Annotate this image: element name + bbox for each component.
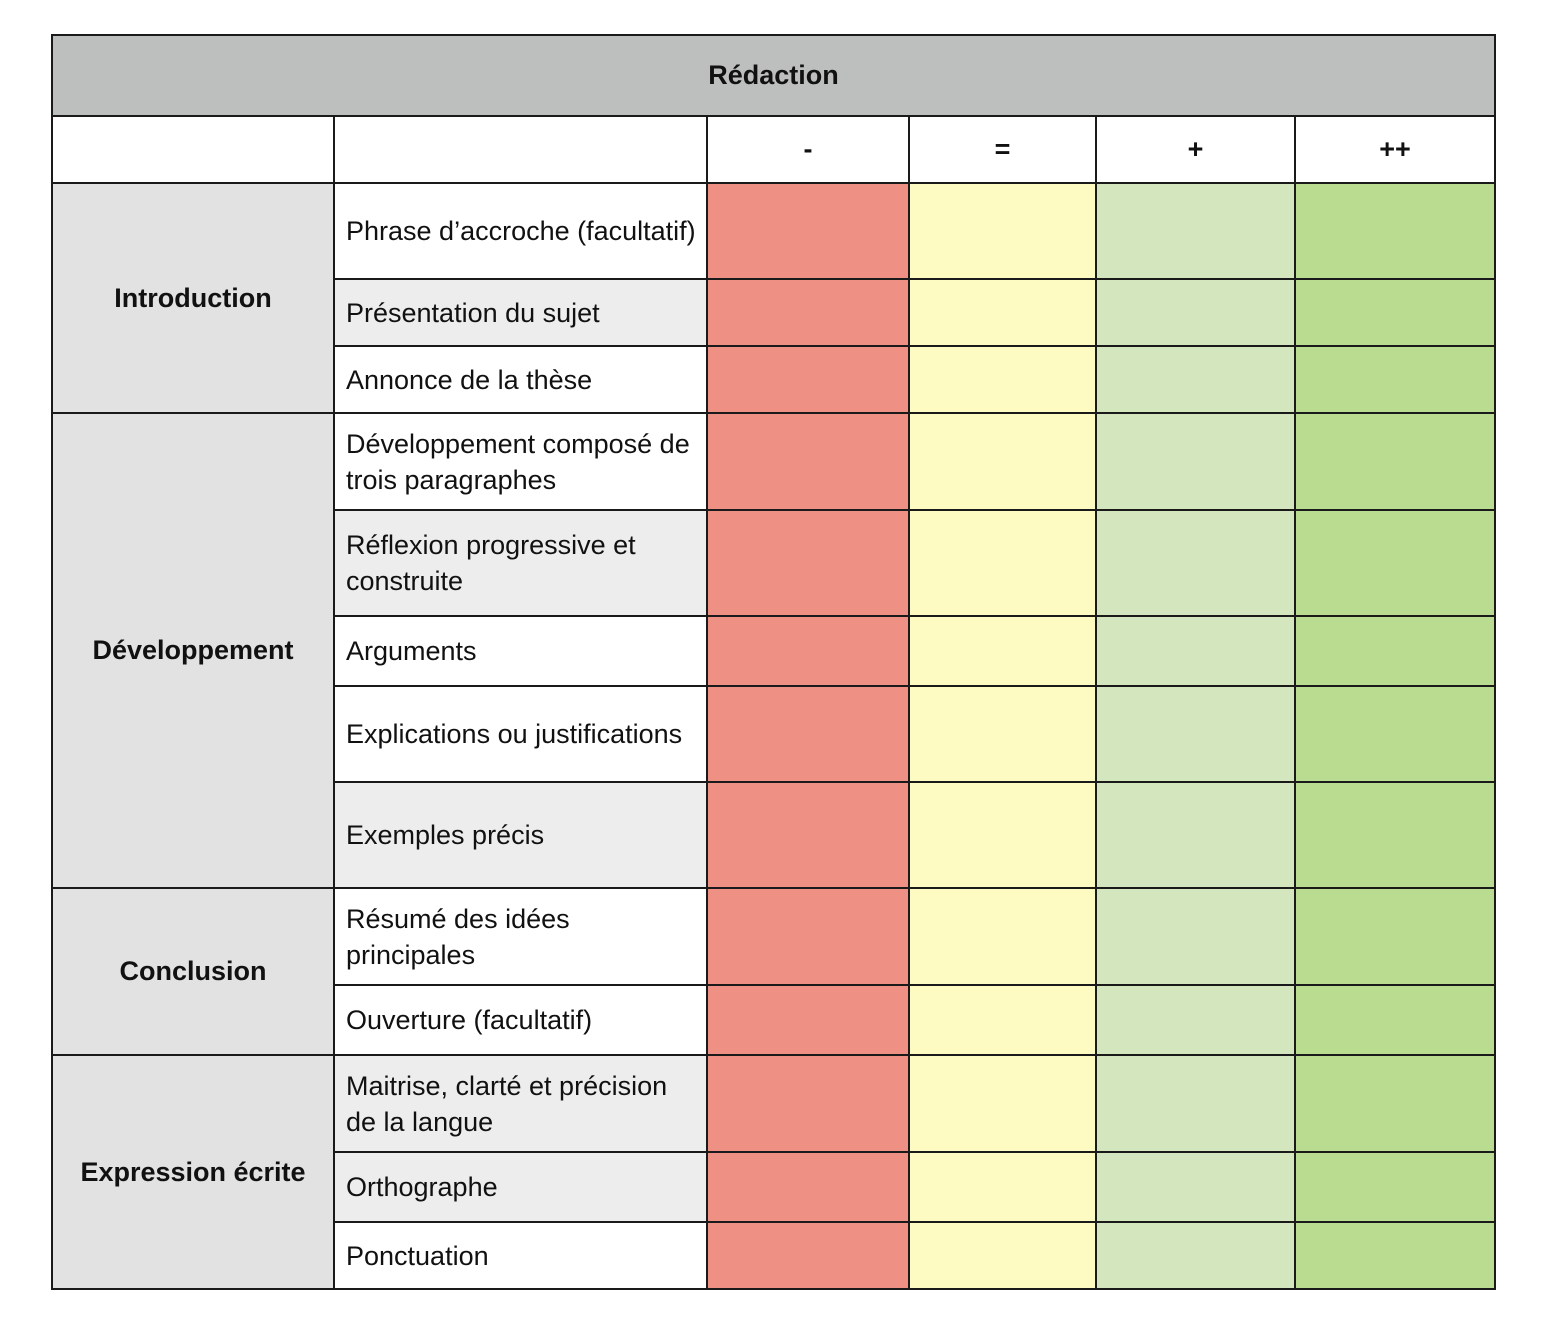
table-row: Arguments xyxy=(52,615,1497,687)
rating-cell-minus[interactable] xyxy=(706,887,910,986)
rating-cell-minus[interactable] xyxy=(706,781,910,889)
rating-cell-minus[interactable] xyxy=(706,182,910,280)
rating-cell-equal[interactable] xyxy=(908,509,1097,617)
rating-cell-minus[interactable] xyxy=(706,615,910,687)
rating-cell-plus[interactable] xyxy=(1095,509,1296,617)
table-row: Explications ou justifications xyxy=(52,685,1497,783)
table-row: Introduction Phrase d’accroche (facultati… xyxy=(51,182,1497,414)
rating-cell-plus[interactable] xyxy=(1095,1054,1296,1153)
rating-cell-equal[interactable] xyxy=(908,345,1097,414)
rating-cell-plusplus[interactable] xyxy=(1293,1054,1497,1153)
rating-cell-plusplus[interactable] xyxy=(1293,509,1497,617)
table-row: Exemples précis xyxy=(52,781,1497,889)
criterion-label: Maitrise, clarté et précision de la lang… xyxy=(333,1054,708,1153)
table-row: Orthographe xyxy=(52,1151,1497,1223)
section-label: Introduction xyxy=(51,182,335,414)
rating-cell-plusplus[interactable] xyxy=(1293,984,1497,1056)
rating-cell-minus[interactable] xyxy=(706,412,910,511)
criterion-label: Explications ou justifications xyxy=(333,685,708,783)
section-label: Expression écrite xyxy=(51,1054,335,1290)
rating-cell-equal[interactable] xyxy=(908,182,1097,280)
table-title: Rédaction xyxy=(50,34,1497,117)
rating-cell-equal[interactable] xyxy=(908,615,1097,687)
rating-cell-plus[interactable] xyxy=(1095,278,1296,347)
table-row: Expression écrite Maitrise, clarté et pré… xyxy=(51,1054,1497,1290)
header-level-equal: = xyxy=(908,115,1097,184)
rating-cell-plus[interactable] xyxy=(1095,345,1296,414)
rating-cell-minus[interactable] xyxy=(706,1054,910,1153)
header-level-plusplus: ++ xyxy=(1293,115,1497,184)
criterion-label: Orthographe xyxy=(333,1151,708,1223)
criterion-label: Ouverture (facultatif) xyxy=(333,984,708,1056)
rating-cell-plusplus[interactable] xyxy=(1293,345,1497,414)
table-row: Développement Développement composé de tr… xyxy=(51,412,1497,889)
rating-cell-minus[interactable] xyxy=(706,685,910,783)
criterion-label: Ponctuation xyxy=(333,1221,708,1290)
rating-cell-plus[interactable] xyxy=(1095,615,1296,687)
rating-cell-plus[interactable] xyxy=(1095,1151,1296,1223)
rating-cell-plus[interactable] xyxy=(1095,412,1296,511)
title-row: Rédaction xyxy=(50,34,1497,117)
rating-cell-plus[interactable] xyxy=(1095,1221,1296,1290)
rating-cell-plusplus[interactable] xyxy=(1293,781,1497,889)
rating-cell-plus[interactable] xyxy=(1095,781,1296,889)
rating-cell-minus[interactable] xyxy=(706,1221,910,1290)
rating-cell-plus[interactable] xyxy=(1095,984,1296,1056)
rating-cell-minus[interactable] xyxy=(706,1151,910,1223)
rating-cell-equal[interactable] xyxy=(908,984,1097,1056)
rating-cell-plusplus[interactable] xyxy=(1293,182,1497,280)
rating-cell-equal[interactable] xyxy=(908,1221,1097,1290)
rating-cell-equal[interactable] xyxy=(908,887,1097,986)
header-blank-cell xyxy=(51,115,335,184)
rating-cell-plusplus[interactable] xyxy=(1293,887,1497,986)
criterion-label: Annonce de la thèse xyxy=(333,345,708,414)
rating-cell-minus[interactable] xyxy=(706,278,910,347)
table-row: Ouverture (facultatif) xyxy=(52,984,1497,1056)
rubric-table: Rédaction - = + ++ Introduction Phrase d’… xyxy=(50,34,1497,1290)
rating-cell-equal[interactable] xyxy=(908,1151,1097,1223)
rating-cell-minus[interactable] xyxy=(706,509,910,617)
table-row: Réflexion progressive et construite xyxy=(52,509,1497,617)
rating-cell-plusplus[interactable] xyxy=(1293,1151,1497,1223)
table-row: Conclusion Résumé des idées principales xyxy=(51,887,1497,1056)
criterion-label: Phrase d’accroche (facultatif) xyxy=(333,182,708,280)
table-row: Présentation du sujet xyxy=(52,278,1497,347)
rating-cell-plus[interactable] xyxy=(1095,182,1296,280)
rating-cell-plusplus[interactable] xyxy=(1293,278,1497,347)
rating-cell-equal[interactable] xyxy=(908,412,1097,511)
header-criterion-cell xyxy=(333,115,708,184)
rating-cell-minus[interactable] xyxy=(706,345,910,414)
section-label: Conclusion xyxy=(51,887,335,1056)
section-label: Développement xyxy=(51,412,335,889)
rating-cell-equal[interactable] xyxy=(908,1054,1097,1153)
criterion-label: Présentation du sujet xyxy=(333,278,708,347)
rating-cell-plusplus[interactable] xyxy=(1293,685,1497,783)
rating-cell-plusplus[interactable] xyxy=(1293,615,1497,687)
rating-cell-equal[interactable] xyxy=(908,685,1097,783)
criterion-label: Développement composé de trois paragraph… xyxy=(333,412,708,511)
rating-cell-equal[interactable] xyxy=(908,278,1097,347)
rating-cell-plus[interactable] xyxy=(1095,887,1296,986)
header-row: - = + ++ xyxy=(51,115,1497,184)
header-level-plus: + xyxy=(1095,115,1296,184)
header-level-minus: - xyxy=(706,115,910,184)
criterion-label: Réflexion progressive et construite xyxy=(333,509,708,617)
table-row: Annonce de la thèse xyxy=(52,345,1497,414)
rating-cell-plusplus[interactable] xyxy=(1293,412,1497,511)
table-row: Ponctuation xyxy=(52,1221,1497,1290)
rating-cell-equal[interactable] xyxy=(908,781,1097,889)
rating-cell-plusplus[interactable] xyxy=(1293,1221,1497,1290)
criterion-label: Résumé des idées principales xyxy=(333,887,708,986)
rating-cell-plus[interactable] xyxy=(1095,685,1296,783)
criterion-label: Exemples précis xyxy=(333,781,708,889)
rating-cell-minus[interactable] xyxy=(706,984,910,1056)
criterion-label: Arguments xyxy=(333,615,708,687)
